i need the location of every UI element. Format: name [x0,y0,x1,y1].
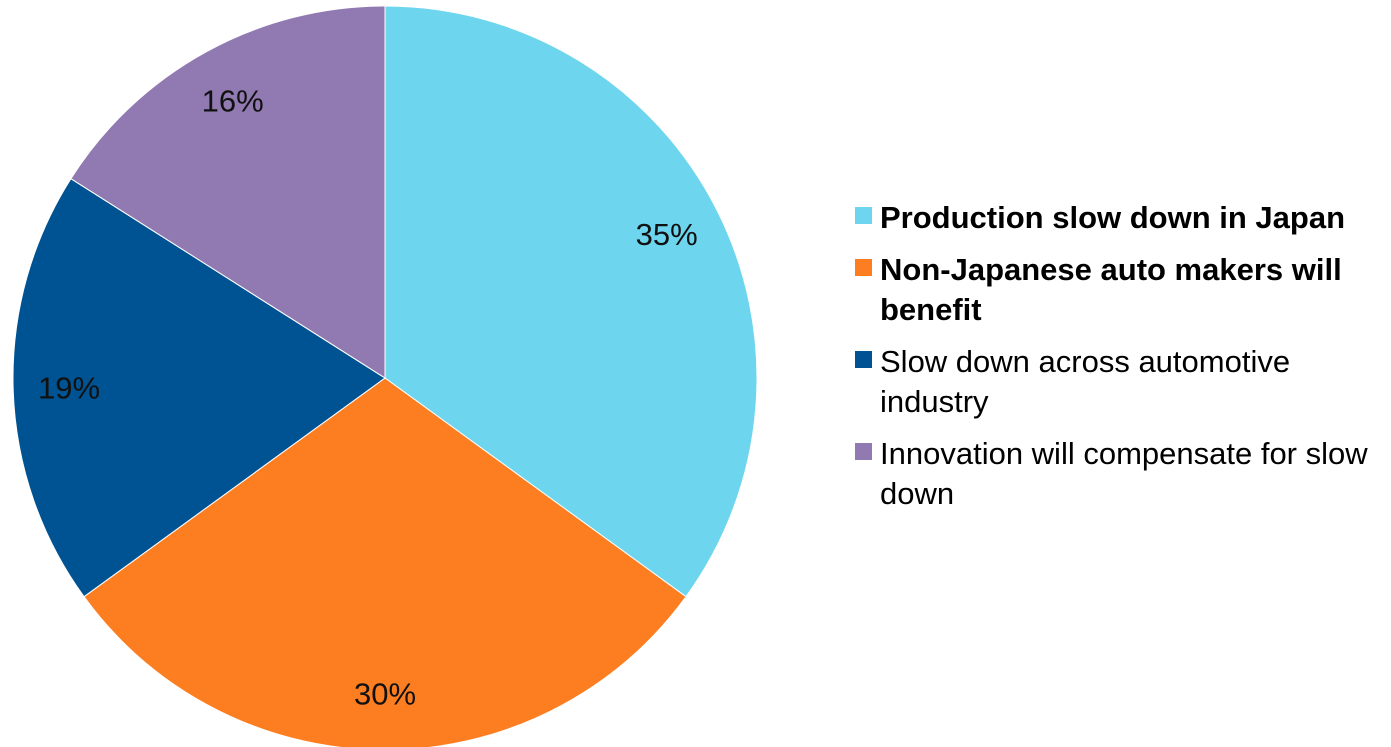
data-label-innovation-will-compensate-for-slow-down: 16% [202,83,264,118]
legend-label: Slow down across automotive industry [880,344,1291,419]
pie-slice-innovation-will-compensate-for-slow-down [70,5,386,379]
data-label-slow-down-across-automotive-industry: 19% [38,370,100,405]
legend-swatch [855,207,872,224]
data-label-non-japanese-auto-makers-will-benefit: 30% [354,677,416,712]
data-label-production-slow-down-in-japan: 35% [636,217,698,252]
pie-slice-slow-down-across-automotive-industry [12,177,386,598]
pie-slice-non-japanese-auto-makers-will-benefit [83,377,687,747]
legend-swatch [855,259,872,276]
legend-swatch [855,351,872,368]
legend-swatch [855,443,872,460]
legend-label: Innovation will compensate for slow down [880,436,1368,511]
chart-legend: Production slow down in Japan Non-Japanes… [855,198,1391,526]
pie-slice-production-slow-down-in-japan [384,5,758,598]
legend-item-slow-down-across-automotive-industry: Slow down across automotive industry [855,342,1391,422]
legend-item-production-slow-down-in-japan: Production slow down in Japan [855,198,1391,238]
legend-label: Non-Japanese auto makers will benefit [880,252,1342,327]
legend-label: Production slow down in Japan [880,200,1346,235]
legend-item-innovation-will-compensate-for-slow-down: Innovation will compensate for slow down [855,434,1391,514]
legend-item-non-japanese-auto-makers-will-benefit: Non-Japanese auto makers will benefit [855,250,1391,330]
